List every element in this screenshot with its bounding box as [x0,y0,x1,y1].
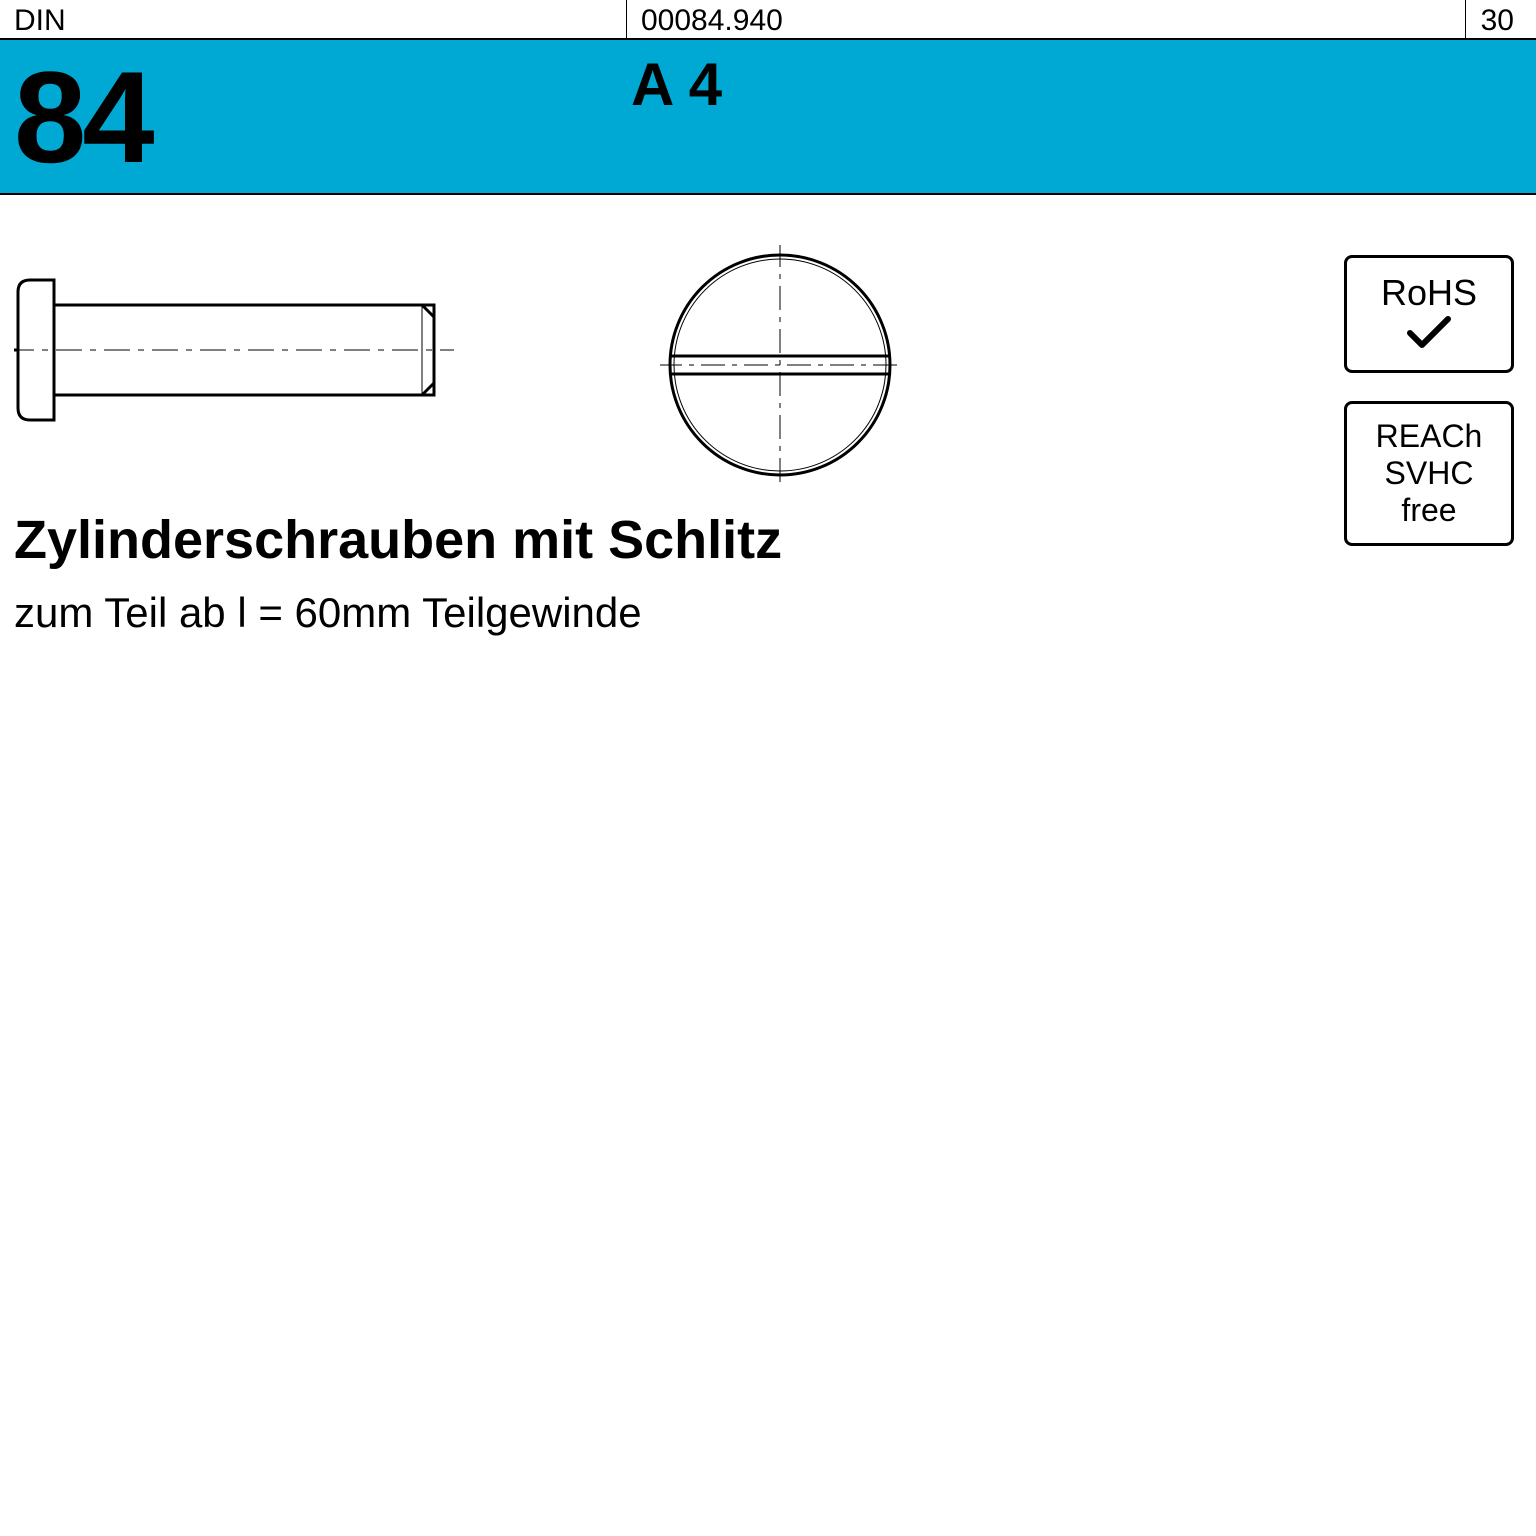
din-number: 84 [0,52,627,182]
material-grade: A 4 [627,40,722,119]
reach-line3: free [1355,492,1503,529]
header-right-number: 30 [1466,0,1536,38]
screw-side-view-icon [14,265,454,435]
compliance-badges: RoHS REACh SVHC free [1344,255,1514,574]
header-top-row: DIN 00084.940 30 [0,0,1536,40]
header-teal-band: 84 A 4 [0,40,1536,195]
rohs-label: RoHS [1355,272,1503,313]
header-standard-label: DIN [0,0,627,38]
diagram-area: RoHS REACh SVHC free [0,195,1536,495]
screw-front-view-icon [660,245,900,485]
reach-line1: REACh [1355,418,1503,455]
reach-badge: REACh SVHC free [1344,401,1514,545]
header-article-code: 00084.940 [627,0,1466,38]
reach-line2: SVHC [1355,455,1503,492]
product-subtitle: zum Teil ab l = 60mm Teilgewinde [14,589,1522,637]
description-block: Zylinderschrauben mit Schlitz zum Teil a… [0,495,1536,637]
check-icon [1355,313,1503,356]
product-title: Zylinderschrauben mit Schlitz [14,509,1522,571]
rohs-badge: RoHS [1344,255,1514,373]
